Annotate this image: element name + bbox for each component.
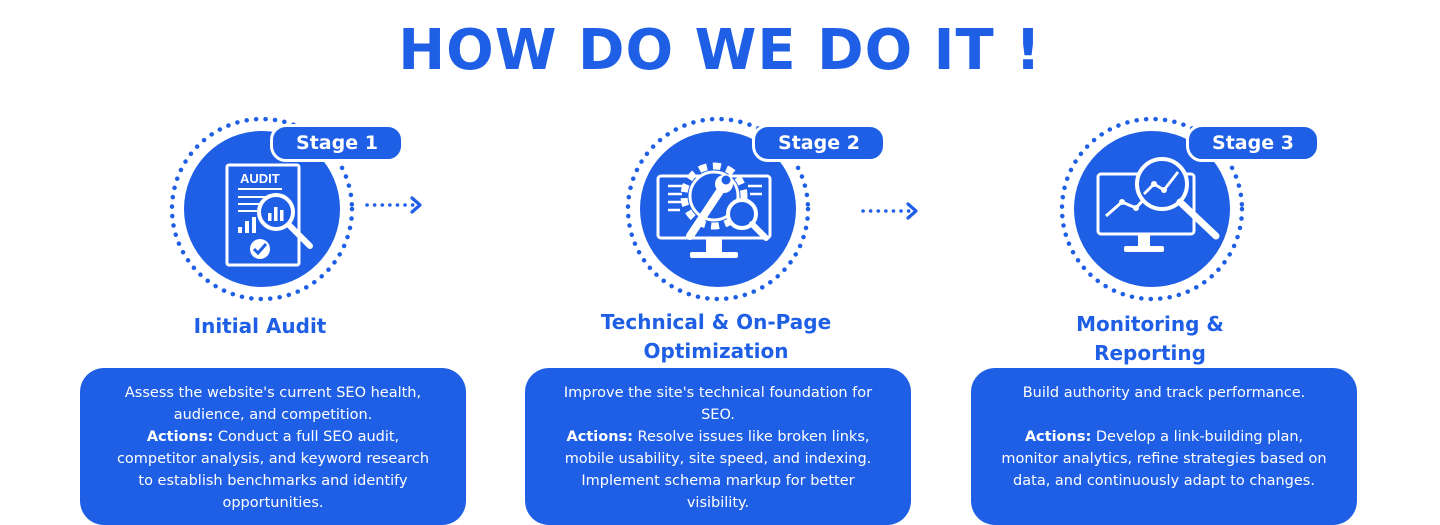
stage-name: Technical & On-Page Optimization	[496, 308, 936, 366]
stage-name-line: Monitoring &	[1076, 312, 1224, 336]
stage-description: Assess the website's current SEO health,…	[124, 385, 422, 423]
dotted-arrow-right-icon	[365, 196, 422, 214]
actions-label: Actions:	[1024, 429, 1092, 445]
stage-name-line: Technical & On-Page	[600, 310, 832, 334]
stage-description: Improve the site's technical foundation …	[563, 385, 873, 423]
stage-2-graphic: Stage 2	[496, 110, 936, 310]
actions-text: Conduct a full SEO audit, competitor ana…	[116, 429, 430, 511]
stage-description-card: Build authority and track performance. A…	[971, 368, 1357, 525]
stage-name-line: Initial Audit	[193, 314, 327, 338]
stage-name: Initial Audit	[40, 312, 480, 341]
actions-label: Actions:	[146, 429, 214, 445]
stage-2: Stage 2 Technical & On-Page Optimization…	[496, 110, 936, 525]
icon-audit-label: AUDIT	[240, 171, 280, 186]
audit-document-magnifier-icon: AUDIT	[225, 163, 313, 267]
stage-badge: Stage 2	[752, 124, 886, 162]
stage-1: AUDIT Stage 1 Initial Audit Assess the w…	[40, 110, 480, 525]
actions-text: Develop a link-building plan, monitor an…	[1001, 429, 1327, 489]
stage-description-card: Assess the website's current SEO health,…	[80, 368, 466, 525]
actions-label: Actions:	[566, 429, 633, 445]
stage-1-graphic: AUDIT Stage 1	[40, 110, 480, 310]
stage-3: Stage 3 Monitoring & Reporting Build aut…	[930, 110, 1370, 525]
stage-name-line: Reporting	[1094, 341, 1206, 365]
page-title: HOW DO WE DO IT !	[398, 18, 1042, 83]
stage-name: Monitoring & Reporting	[930, 310, 1370, 368]
dotted-arrow-right-icon	[861, 202, 918, 220]
stage-name-line: Optimization	[643, 339, 789, 363]
stage-3-graphic: Stage 3	[930, 110, 1370, 310]
actions-text: Resolve issues like broken links, mobile…	[564, 429, 872, 511]
gear-wrench-monitor-icon	[656, 162, 772, 258]
stage-badge: Stage 3	[1186, 124, 1320, 162]
monitor-chart-magnifier-icon	[1096, 157, 1220, 252]
stage-badge: Stage 1	[270, 124, 404, 162]
stage-description: Build authority and track performance.	[1022, 385, 1306, 401]
stage-description-card: Improve the site's technical foundation …	[525, 368, 911, 525]
